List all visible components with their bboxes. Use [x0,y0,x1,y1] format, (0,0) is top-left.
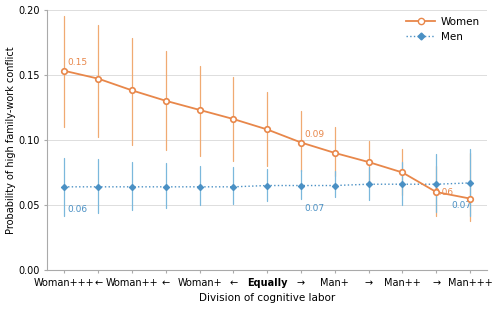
Text: 0.07: 0.07 [304,204,324,213]
Text: 0.06: 0.06 [67,205,87,214]
Text: 0.09: 0.09 [304,129,324,139]
Text: 0.06: 0.06 [433,188,453,197]
X-axis label: Division of cognitive labor: Division of cognitive labor [199,294,336,303]
Legend: Women, Men: Women, Men [404,15,482,44]
Y-axis label: Probability of high family-work conflict: Probability of high family-work conflict [6,46,16,234]
Text: 0.15: 0.15 [67,58,87,67]
Text: 0.07: 0.07 [452,201,471,210]
